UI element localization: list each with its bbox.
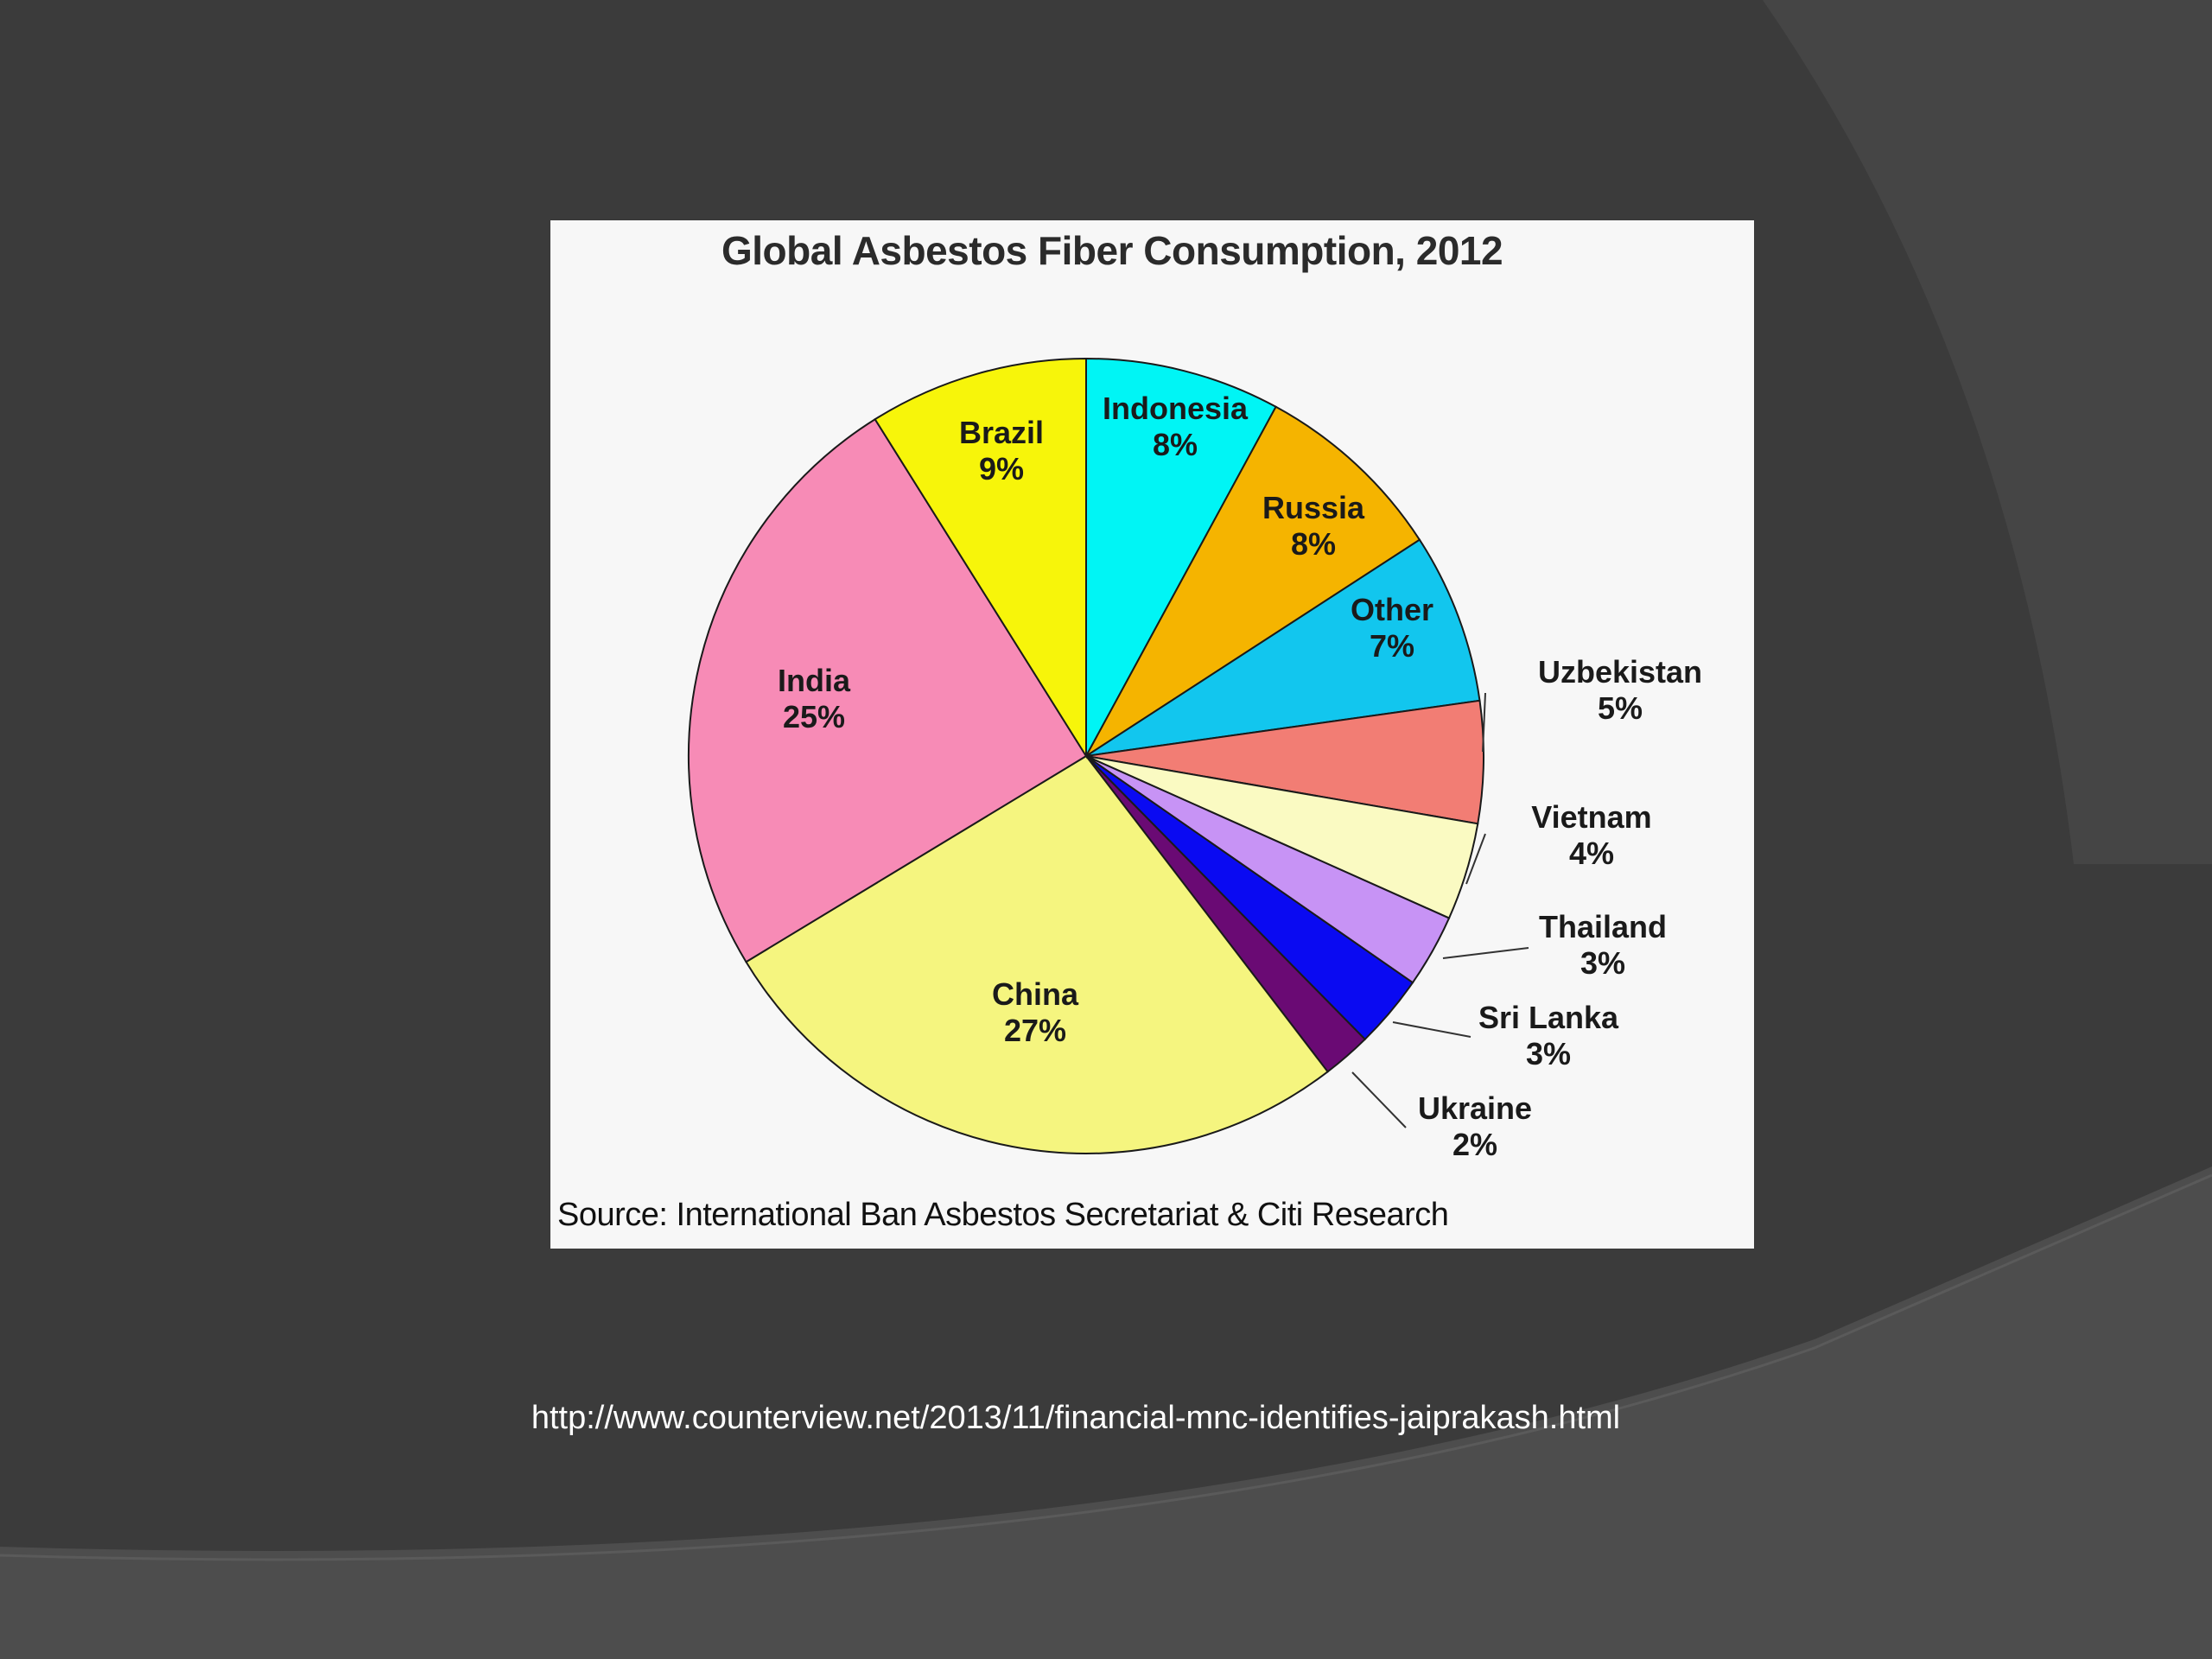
pie-slice-china	[745, 754, 1329, 1155]
slice-label-indonesia: Indonesia	[1103, 391, 1249, 426]
slice-value-label-china: 27%	[1004, 1013, 1066, 1048]
pie-slice-brazil	[874, 357, 1087, 760]
source-url[interactable]: http://www.counterview.net/2013/11/finan…	[531, 1400, 1621, 1436]
slice-label-uzbekistan: Uzbekistan	[1538, 654, 1702, 690]
pie-slice-indonesia	[1085, 357, 1277, 757]
background-curve-bottom	[0, 1166, 2212, 1659]
slice-label-brazil: Brazil	[959, 415, 1044, 450]
slice-label-thailand: Thailand	[1539, 909, 1667, 944]
chart-title: Global Asbestos Fiber Consumption, 2012	[721, 228, 1503, 273]
slice-value-label-ukraine: 2%	[1452, 1127, 1497, 1162]
slice-value-label-uzbekistan: 5%	[1598, 690, 1643, 726]
pie-slice-russia	[1085, 405, 1421, 757]
slice-label-russia: Russia	[1262, 490, 1365, 525]
callout-line-sri-lanka	[1392, 1021, 1471, 1038]
slice-value-label-thailand: 3%	[1580, 945, 1625, 981]
callout-line-ukraine	[1351, 1071, 1407, 1128]
slice-label-other: Other	[1351, 592, 1433, 627]
slice-label-vietnam: Vietnam	[1531, 799, 1651, 835]
slice-label-sri-lanka: Sri Lanka	[1478, 1000, 1619, 1035]
background-curve-bottom-edge	[0, 1173, 2212, 1561]
slice-label-china: China	[992, 976, 1079, 1012]
slice-value-label-vietnam: 4%	[1569, 836, 1614, 871]
chart-source: Source: International Ban Asbestos Secre…	[557, 1197, 1449, 1233]
callout-line-vietnam	[1465, 833, 1486, 885]
chart-panel: Global Asbestos Fiber Consumption, 2012 …	[550, 220, 1754, 1249]
pie-slice-india	[688, 417, 1088, 963]
callout-line-thailand	[1442, 947, 1529, 959]
slice-value-label-india: 25%	[783, 699, 845, 734]
callout-line-uzbekistan	[1482, 692, 1486, 753]
pie-slice-uzbekistan	[1085, 699, 1484, 825]
slice-value-label-sri-lanka: 3%	[1526, 1036, 1571, 1071]
slice-value-label-brazil: 9%	[979, 451, 1024, 486]
slice-value-label-russia: 8%	[1291, 526, 1336, 562]
slice-value-label-other: 7%	[1370, 628, 1414, 664]
pie-chart: Indonesia8%Russia8%Other7%Uzbekistan5%Vi…	[688, 357, 1702, 1162]
background-curve-top-right	[1763, 0, 2212, 864]
slice-label-india: India	[778, 663, 851, 698]
slice-label-ukraine: Ukraine	[1418, 1090, 1532, 1126]
pie-slice-other	[1085, 538, 1481, 757]
slice-value-label-indonesia: 8%	[1153, 427, 1198, 462]
